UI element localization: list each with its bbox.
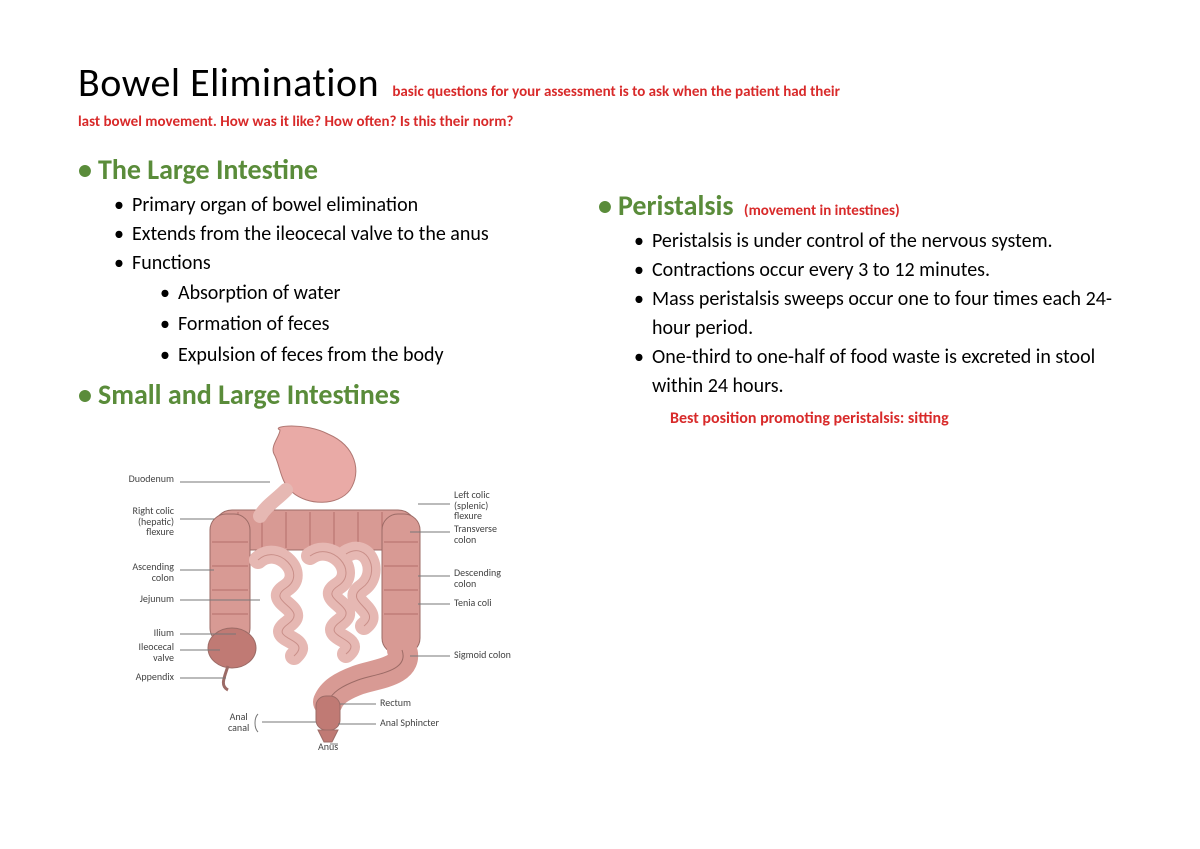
diagram-label: Anal canal (228, 712, 249, 733)
diagram-label: Sigmoid colon (454, 650, 511, 661)
diagram-label: Ileocecal valve (139, 642, 175, 663)
bullet-icon: • (78, 377, 92, 412)
diagram-label: Left colic (splenic) flexure (454, 490, 490, 522)
diagram-label: Appendix (136, 672, 174, 683)
title-row: Bowel Elimination basic questions for yo… (78, 58, 1122, 108)
list-item: Extends from the ileocecal valve to the … (114, 220, 598, 249)
diagram-label: Ilium (154, 628, 174, 639)
heading-small-large: •Small and Large Intestines (78, 377, 598, 412)
peristalsis-callout: Best position promoting peristalsis: sit… (670, 409, 1118, 428)
large-intestine-list: Primary organ of bowel elimination Exten… (114, 191, 598, 371)
diagram-label: Tenia coli (454, 598, 492, 609)
title-note-inline: basic questions for your assessment is t… (392, 83, 840, 101)
heading-note: (movement in intestines) (744, 202, 900, 220)
heading-large-intestine: •The Large Intestine (78, 152, 598, 187)
functions-list: Absorption of water Formation of feces E… (160, 278, 598, 371)
list-item: Expulsion of feces from the body (160, 340, 598, 371)
bullet-icon: • (78, 152, 92, 187)
list-item: Functions Absorption of water Formation … (114, 249, 598, 371)
page-title: Bowel Elimination (78, 58, 379, 107)
diagram-label: Right colic (hepatic) flexure (133, 506, 174, 538)
intestines-diagram: Duodenum Right colic (hepatic) flexure A… (110, 424, 530, 754)
heading-peristalsis: •Peristalsis (movement in intestines) (598, 188, 1118, 223)
column-right: •Peristalsis (movement in intestines) Pe… (598, 146, 1118, 754)
diagram-label: Anal Sphincter (380, 718, 439, 729)
diagram-label: Transverse colon (454, 524, 497, 545)
list-item: Formation of feces (160, 309, 598, 340)
list-item: Peristalsis is under control of the nerv… (634, 227, 1118, 256)
columns: •The Large Intestine Primary organ of bo… (78, 146, 1122, 754)
diagram-label: Duodenum (129, 474, 174, 485)
heading-text: Peristalsis (618, 188, 734, 223)
diagram-label: Ascending colon (132, 562, 174, 583)
bullet-icon: • (598, 188, 612, 223)
list-item: Mass peristalsis sweeps occur one to fou… (634, 285, 1118, 343)
diagram-label: Descending colon (454, 568, 501, 589)
peristalsis-list: Peristalsis is under control of the nerv… (634, 227, 1118, 401)
list-item-label: Functions (132, 251, 211, 275)
diagram-label: Anus (318, 742, 338, 753)
title-note-line2: last bowel movement. How was it like? Ho… (78, 110, 1122, 134)
diagram-label: Rectum (380, 698, 411, 709)
heading-text: Small and Large Intestines (98, 377, 400, 412)
list-item: Primary organ of bowel elimination (114, 191, 598, 220)
list-item: One-third to one-half of food waste is e… (634, 343, 1118, 401)
column-left: •The Large Intestine Primary organ of bo… (78, 146, 598, 754)
heading-text: The Large Intestine (98, 152, 318, 187)
diagram-label: Jejunum (140, 594, 174, 605)
list-item: Absorption of water (160, 278, 598, 309)
slide: Bowel Elimination basic questions for yo… (0, 0, 1200, 754)
list-item: Contractions occur every 3 to 12 minutes… (634, 256, 1118, 285)
